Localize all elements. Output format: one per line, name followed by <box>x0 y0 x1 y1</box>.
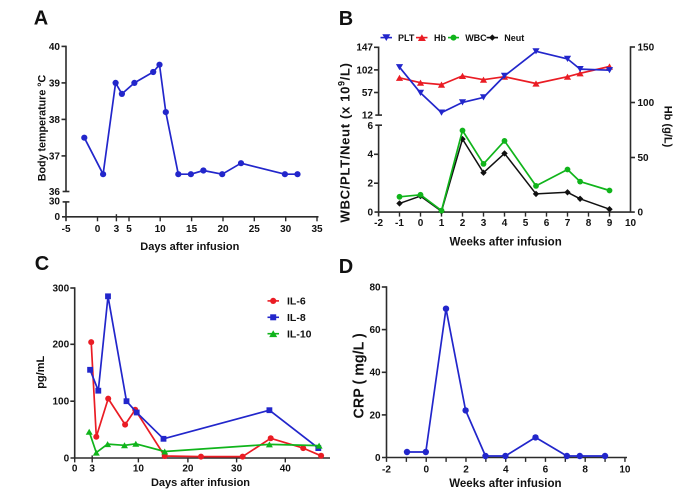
svg-text:147: 147 <box>356 43 373 54</box>
svg-text:15: 15 <box>186 224 198 235</box>
svg-text:30: 30 <box>49 196 61 207</box>
svg-text:100: 100 <box>638 98 655 109</box>
svg-text:7: 7 <box>565 218 571 229</box>
svg-text:40: 40 <box>280 463 292 474</box>
svg-text:20: 20 <box>182 463 194 474</box>
svg-text:40: 40 <box>369 368 381 379</box>
svg-text:0: 0 <box>423 464 429 475</box>
svg-text:0: 0 <box>375 453 381 464</box>
svg-text:Body temperature °C: Body temperature °C <box>37 75 49 182</box>
svg-text:50: 50 <box>638 153 650 164</box>
svg-text:40: 40 <box>49 42 61 53</box>
svg-text:Neut: Neut <box>504 33 524 43</box>
svg-text:WBC: WBC <box>465 33 487 43</box>
svg-text:pg/mL: pg/mL <box>35 356 47 389</box>
svg-text:4: 4 <box>503 464 509 475</box>
svg-text:6: 6 <box>543 464 549 475</box>
svg-text:30: 30 <box>280 224 292 235</box>
svg-text:3: 3 <box>114 224 120 235</box>
svg-text:9: 9 <box>607 218 613 229</box>
svg-text:2: 2 <box>367 179 373 190</box>
svg-text:IL-6: IL-6 <box>287 296 306 308</box>
svg-text:8: 8 <box>586 218 592 229</box>
svg-text:300: 300 <box>53 283 70 294</box>
svg-text:100: 100 <box>53 397 70 408</box>
svg-text:-2: -2 <box>382 464 391 475</box>
svg-text:30: 30 <box>231 463 243 474</box>
svg-text:0: 0 <box>418 218 424 229</box>
svg-text:2: 2 <box>463 464 469 475</box>
svg-text:36: 36 <box>49 187 61 198</box>
svg-text:0: 0 <box>64 453 70 464</box>
svg-text:102: 102 <box>356 65 373 76</box>
svg-text:0: 0 <box>95 224 101 235</box>
svg-text:-2: -2 <box>374 218 383 229</box>
svg-text:Days after infusion: Days after infusion <box>140 241 239 253</box>
svg-text:2: 2 <box>460 218 466 229</box>
svg-text:3: 3 <box>89 463 95 474</box>
svg-text:D: D <box>339 256 353 278</box>
svg-text:12: 12 <box>362 111 374 122</box>
svg-text:37: 37 <box>49 151 61 162</box>
svg-text:0: 0 <box>72 463 78 474</box>
svg-text:60: 60 <box>369 325 381 336</box>
svg-text:4: 4 <box>367 150 373 161</box>
svg-text:0: 0 <box>54 212 60 223</box>
svg-text:8: 8 <box>582 464 588 475</box>
svg-text:A: A <box>34 7 48 29</box>
svg-text:35: 35 <box>311 224 323 235</box>
svg-text:4: 4 <box>502 218 508 229</box>
svg-text:38: 38 <box>49 115 61 126</box>
svg-text:IL-8: IL-8 <box>287 312 306 324</box>
svg-text:WBC/PLT/Neut (x 109/L): WBC/PLT/Neut (x 109/L) <box>337 62 353 222</box>
svg-text:20: 20 <box>217 224 229 235</box>
svg-text:200: 200 <box>53 340 70 351</box>
svg-text:0: 0 <box>367 208 373 219</box>
svg-text:IL-10: IL-10 <box>287 328 312 340</box>
svg-text:6: 6 <box>367 121 373 132</box>
svg-text:-1: -1 <box>395 218 404 229</box>
svg-text:80: 80 <box>369 282 381 293</box>
svg-text:10: 10 <box>619 464 631 475</box>
svg-text:-5: -5 <box>62 224 71 235</box>
svg-text:3: 3 <box>481 218 487 229</box>
svg-text:0: 0 <box>638 208 644 219</box>
svg-text:39: 39 <box>49 78 61 89</box>
svg-text:20: 20 <box>369 410 381 421</box>
svg-text:6: 6 <box>544 218 550 229</box>
svg-text:10: 10 <box>625 218 637 229</box>
svg-text:Hb (g/L): Hb (g/L) <box>662 106 674 148</box>
svg-text:10: 10 <box>155 224 167 235</box>
svg-text:5: 5 <box>523 218 529 229</box>
svg-text:Weeks after infusion: Weeks after infusion <box>449 236 561 248</box>
svg-text:57: 57 <box>362 88 374 99</box>
svg-text:5: 5 <box>126 224 132 235</box>
svg-text:25: 25 <box>249 224 261 235</box>
svg-text:150: 150 <box>638 43 655 54</box>
svg-text:PLT: PLT <box>398 33 415 43</box>
svg-text:Days after infusion: Days after infusion <box>151 477 250 489</box>
svg-text:C: C <box>35 253 49 275</box>
svg-text:1: 1 <box>439 218 445 229</box>
svg-text:Hb: Hb <box>434 33 446 43</box>
svg-text:B: B <box>339 8 353 30</box>
svg-text:10: 10 <box>133 463 145 474</box>
svg-text:Weeks after infusion: Weeks after infusion <box>449 478 561 490</box>
svg-text:CRP ( mg/L ): CRP ( mg/L ) <box>352 333 368 418</box>
